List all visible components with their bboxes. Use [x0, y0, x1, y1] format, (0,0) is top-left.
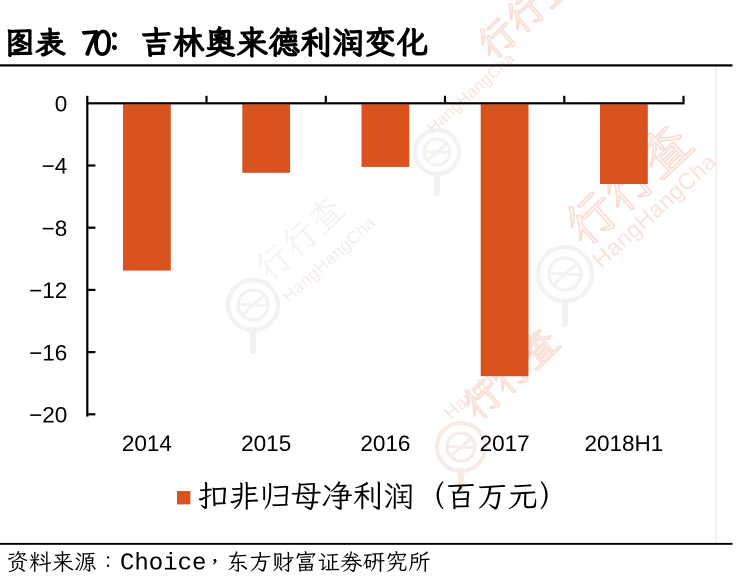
svg-text:−16: −16 — [29, 340, 67, 365]
svg-text:0: 0 — [55, 92, 68, 117]
svg-text:2014: 2014 — [122, 431, 172, 456]
svg-text:Choice: Choice — [120, 551, 206, 578]
svg-text:−4: −4 — [42, 154, 68, 179]
svg-text:−20: −20 — [29, 403, 67, 428]
svg-text:2017: 2017 — [480, 431, 530, 456]
svg-text:2016: 2016 — [360, 431, 410, 456]
svg-text:−12: −12 — [29, 278, 67, 303]
svg-text:2015: 2015 — [241, 431, 291, 456]
svg-text:−8: −8 — [42, 216, 68, 241]
svg-text:2018H1: 2018H1 — [584, 431, 663, 456]
